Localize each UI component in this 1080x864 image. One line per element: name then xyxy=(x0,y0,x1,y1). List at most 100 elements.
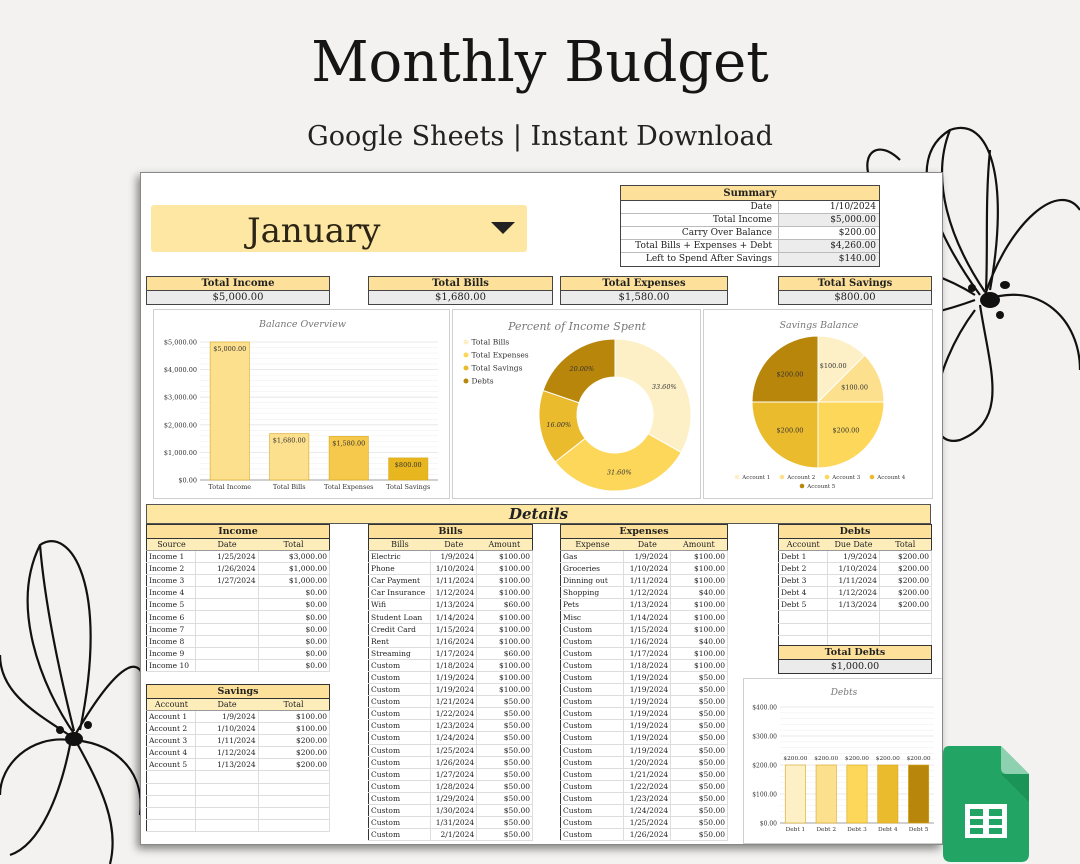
table-cell[interactable] xyxy=(827,623,880,636)
table-cell[interactable]: Custom xyxy=(560,719,625,733)
summary-value[interactable]: $200.00 xyxy=(838,228,876,238)
table-cell[interactable] xyxy=(195,598,259,612)
table-cell[interactable]: Custom xyxy=(368,780,432,793)
table-cell[interactable]: $200.00 xyxy=(879,550,933,564)
table-cell[interactable]: Account 4 xyxy=(146,746,197,760)
table-cell[interactable]: $50.00 xyxy=(670,719,728,733)
table-cell[interactable]: Car Payment xyxy=(368,574,432,588)
table-cell[interactable]: Account 2 xyxy=(146,722,197,736)
table-cell[interactable]: 1/12/2024 xyxy=(195,746,259,760)
table-cell[interactable]: 1/14/2024 xyxy=(430,610,478,624)
table-cell[interactable]: Electric xyxy=(368,550,432,564)
table-cell[interactable]: 1/19/2024 xyxy=(623,707,672,721)
table-cell[interactable]: $100.00 xyxy=(670,598,728,612)
table-cell[interactable]: Debt 2 xyxy=(778,562,828,576)
table-cell[interactable]: $100.00 xyxy=(476,623,533,636)
table-cell[interactable]: Gas xyxy=(560,550,625,564)
table-cell[interactable]: 1/19/2024 xyxy=(623,744,672,757)
table-cell[interactable]: $50.00 xyxy=(670,707,728,721)
table-cell[interactable]: 1/9/2024 xyxy=(827,550,880,564)
table-cell[interactable] xyxy=(146,795,197,808)
table-cell[interactable]: 1/17/2024 xyxy=(623,647,672,660)
table-cell[interactable]: 1/26/2024 xyxy=(430,756,478,769)
table-cell[interactable]: 1/13/2024 xyxy=(430,598,478,612)
table-cell[interactable]: Account 1 xyxy=(146,710,197,724)
table-cell[interactable]: $50.00 xyxy=(476,731,533,745)
table-cell[interactable]: 1/11/2024 xyxy=(827,574,880,588)
table-cell[interactable]: 1/10/2024 xyxy=(623,562,672,576)
table-cell[interactable]: Custom xyxy=(560,744,625,757)
table-cell[interactable]: $100.00 xyxy=(670,562,728,576)
table-cell[interactable]: $50.00 xyxy=(476,792,533,805)
table-cell[interactable]: $0.00 xyxy=(258,598,331,612)
table-cell[interactable]: Custom xyxy=(368,683,432,697)
table-cell[interactable]: 1/29/2024 xyxy=(430,792,478,805)
table-cell[interactable]: $100.00 xyxy=(476,550,533,564)
table-cell[interactable]: Custom xyxy=(560,731,625,745)
table-cell[interactable]: Custom xyxy=(368,756,432,769)
table-cell[interactable]: $50.00 xyxy=(476,744,533,757)
table-cell[interactable]: Phone xyxy=(368,562,432,576)
table-cell[interactable]: $50.00 xyxy=(670,683,728,697)
table-cell[interactable]: Pets xyxy=(560,598,625,612)
table-cell[interactable]: $100.00 xyxy=(476,562,533,576)
table-cell[interactable] xyxy=(195,623,259,636)
table-cell[interactable]: 1/18/2024 xyxy=(623,659,672,672)
table-cell[interactable]: $100.00 xyxy=(476,683,533,697)
table-cell[interactable] xyxy=(258,819,331,832)
table-cell[interactable]: $100.00 xyxy=(476,610,533,624)
table-cell[interactable]: 1/12/2024 xyxy=(430,586,478,600)
table-cell[interactable] xyxy=(146,819,197,832)
table-cell[interactable]: Custom xyxy=(560,707,625,721)
table-cell[interactable]: Custom xyxy=(560,671,625,685)
table-cell[interactable]: Custom xyxy=(560,635,625,648)
table-cell[interactable]: Income 6 xyxy=(146,610,197,624)
table-cell[interactable]: Streaming xyxy=(368,647,432,660)
table-cell[interactable]: $50.00 xyxy=(476,768,533,781)
table-cell[interactable]: 1/9/2024 xyxy=(623,550,672,564)
table-cell[interactable]: 1/18/2024 xyxy=(430,659,478,672)
table-cell[interactable]: $50.00 xyxy=(670,792,728,805)
table-cell[interactable]: $100.00 xyxy=(476,586,533,600)
table-cell[interactable]: 1/15/2024 xyxy=(430,623,478,636)
table-cell[interactable]: 1/19/2024 xyxy=(430,671,478,685)
table-cell[interactable]: 1/20/2024 xyxy=(623,756,672,769)
table-cell[interactable] xyxy=(146,783,197,796)
table-cell[interactable]: 1/13/2024 xyxy=(827,598,880,612)
table-cell[interactable]: 1/24/2024 xyxy=(623,804,672,818)
table-cell[interactable]: 1/21/2024 xyxy=(430,695,478,709)
table-cell[interactable]: 1/11/2024 xyxy=(195,734,259,748)
table-cell[interactable]: 1/22/2024 xyxy=(623,780,672,793)
table-cell[interactable]: $0.00 xyxy=(258,635,331,648)
table-cell[interactable]: Car Insurance xyxy=(368,586,432,600)
table-cell[interactable]: Custom xyxy=(560,659,625,672)
table-cell[interactable]: $200.00 xyxy=(879,562,933,576)
table-cell[interactable]: Groceries xyxy=(560,562,625,576)
table-cell[interactable]: $200.00 xyxy=(879,598,933,612)
table-cell[interactable]: Custom xyxy=(368,695,432,709)
table-cell[interactable]: 1/16/2024 xyxy=(623,635,672,648)
table-cell[interactable]: 1/11/2024 xyxy=(430,574,478,588)
table-cell[interactable]: Custom xyxy=(560,828,625,842)
table-cell[interactable]: Income 10 xyxy=(146,659,197,672)
table-cell[interactable]: $100.00 xyxy=(670,610,728,624)
table-cell[interactable]: $0.00 xyxy=(258,610,331,624)
table-cell[interactable]: Custom xyxy=(560,683,625,697)
table-cell[interactable]: $50.00 xyxy=(670,744,728,757)
table-cell[interactable]: Income 3 xyxy=(146,574,197,588)
table-cell[interactable]: $100.00 xyxy=(476,671,533,685)
table-cell[interactable]: $1,000.00 xyxy=(258,562,331,576)
table-cell[interactable]: $100.00 xyxy=(670,659,728,672)
table-cell[interactable] xyxy=(879,610,933,624)
table-cell[interactable]: $50.00 xyxy=(476,719,533,733)
table-cell[interactable]: 1/10/2024 xyxy=(827,562,880,576)
table-cell[interactable] xyxy=(258,807,331,820)
table-cell[interactable]: $100.00 xyxy=(258,722,331,736)
table-cell[interactable]: 1/15/2024 xyxy=(623,623,672,636)
table-cell[interactable]: Income 8 xyxy=(146,635,197,648)
table-cell[interactable] xyxy=(146,770,197,784)
table-cell[interactable] xyxy=(778,610,828,624)
table-cell[interactable]: $50.00 xyxy=(670,768,728,781)
table-cell[interactable]: $100.00 xyxy=(670,647,728,660)
table-cell[interactable] xyxy=(146,807,197,820)
